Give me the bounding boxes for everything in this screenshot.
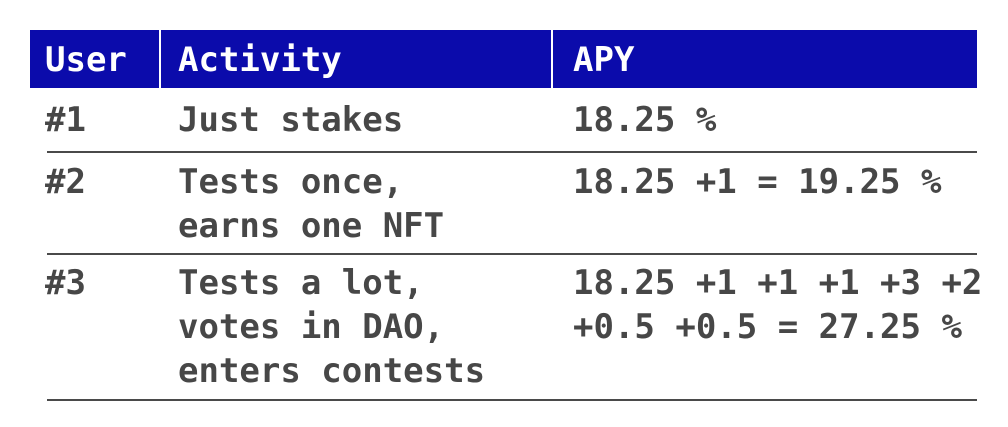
- cell-line: enters contests: [178, 351, 486, 391]
- row-separator: [47, 253, 977, 255]
- row-separator: [47, 151, 977, 153]
- cell-line: votes in DAO,: [178, 307, 445, 347]
- row-separator: [47, 399, 977, 401]
- cell-line: Tests a lot,: [178, 263, 424, 303]
- header-divider: [159, 30, 161, 88]
- cell-line: 18.25 %: [573, 100, 717, 140]
- cell-line: +0.5 +0.5 = 27.25 %: [573, 307, 962, 347]
- cell-line: 18.25 +1 = 19.25 %: [573, 162, 942, 202]
- cell: #3: [45, 263, 86, 303]
- header-cell: Activity: [178, 40, 342, 80]
- header-bar: [30, 30, 977, 88]
- header-divider: [551, 30, 553, 88]
- header-cell: APY: [573, 40, 635, 80]
- cell-line: Just stakes: [178, 100, 404, 140]
- cell: #2: [45, 162, 86, 202]
- cell: #1: [45, 100, 86, 140]
- header-cell: User: [45, 40, 127, 80]
- cell-line: 18.25 +1 +1 +1 +3 +2: [573, 263, 983, 303]
- cell-line: Tests once,: [178, 162, 404, 202]
- cell-line: earns one NFT: [178, 206, 445, 246]
